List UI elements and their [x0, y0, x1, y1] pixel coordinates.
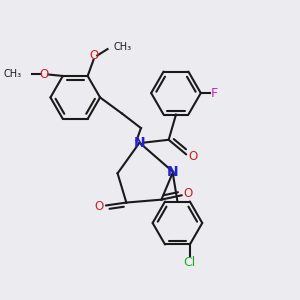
Text: CH₃: CH₃ — [4, 70, 22, 80]
Text: O: O — [39, 68, 49, 81]
Text: N: N — [134, 136, 145, 150]
Text: CH₃: CH₃ — [114, 42, 132, 52]
Text: O: O — [95, 200, 104, 213]
Text: O: O — [90, 49, 99, 62]
Text: F: F — [211, 87, 218, 100]
Text: O: O — [188, 150, 197, 163]
Text: N: N — [167, 165, 179, 179]
Text: Cl: Cl — [184, 256, 196, 268]
Text: O: O — [184, 187, 193, 200]
